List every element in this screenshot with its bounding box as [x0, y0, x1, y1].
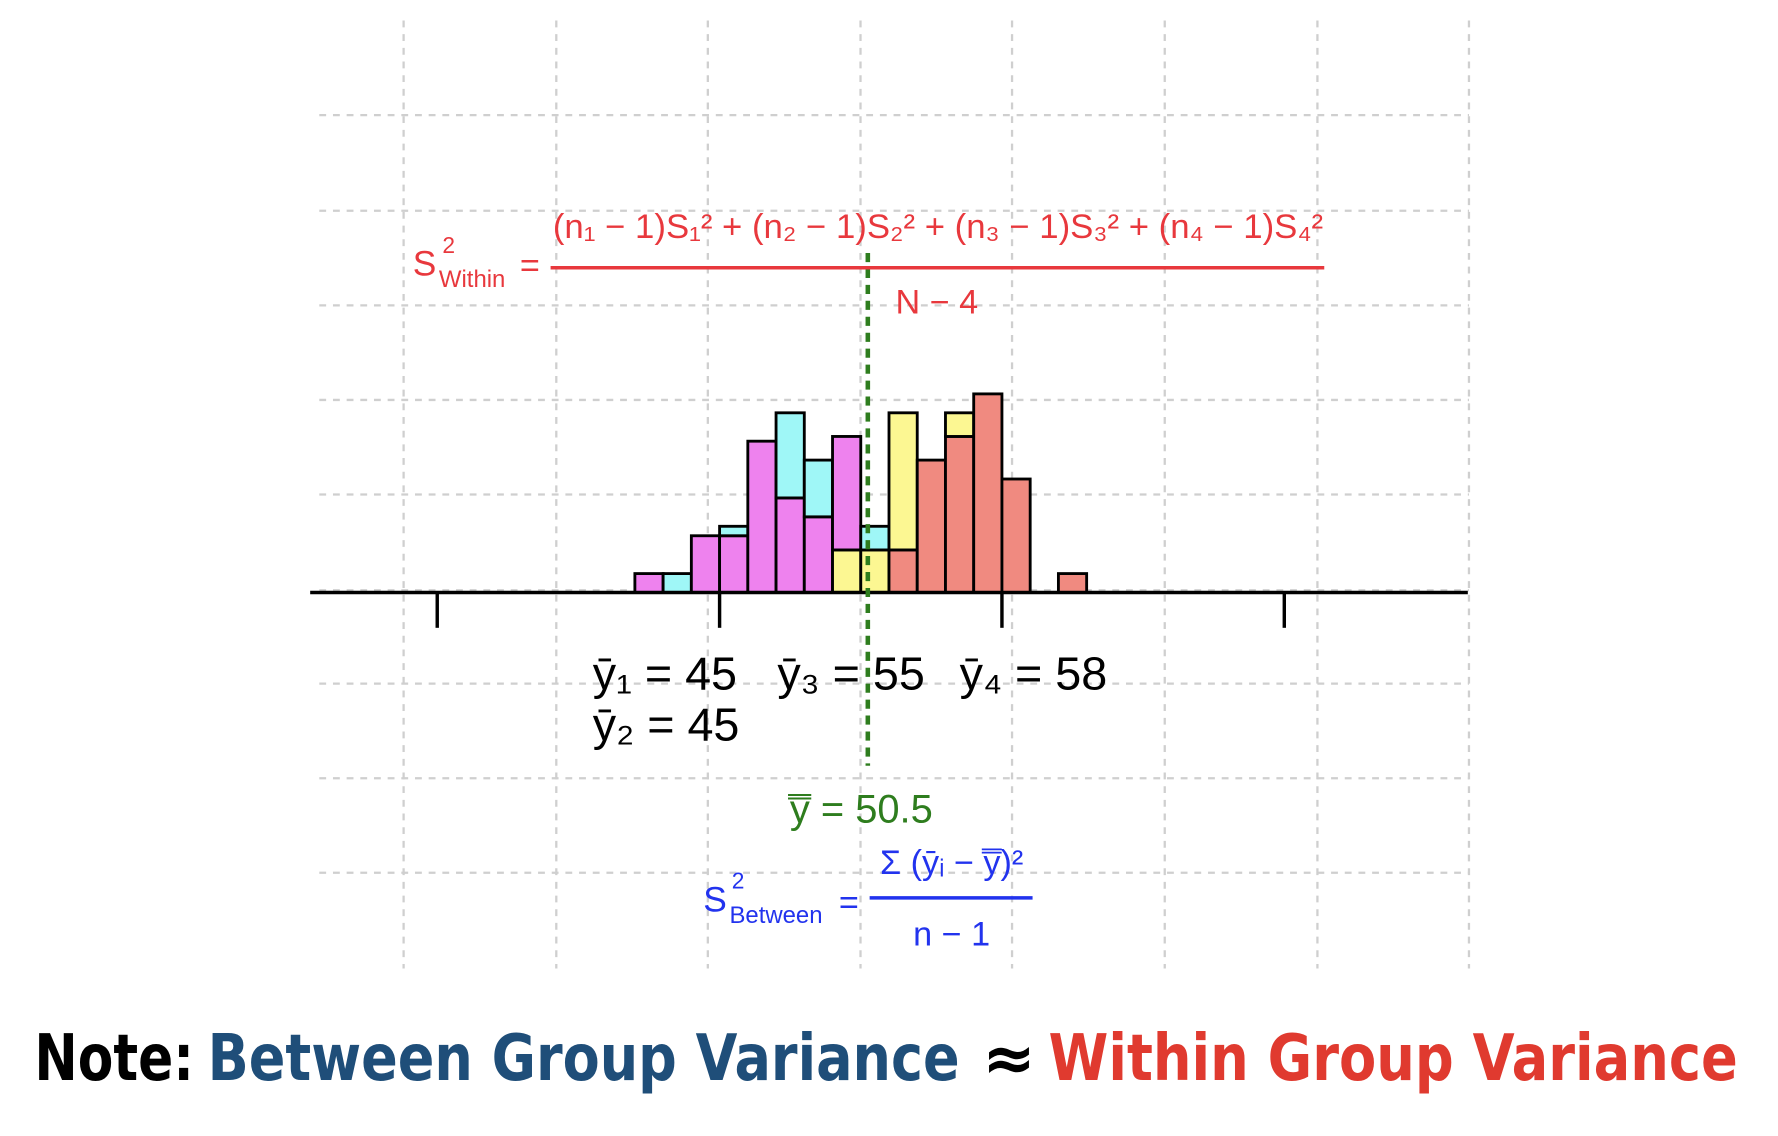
bar: [633, 572, 665, 594]
formula-equals: =: [839, 884, 859, 922]
formula-numerator: Σ (ȳᵢ − y̿)²: [880, 844, 1023, 882]
formula-symbol: S: [413, 245, 437, 284]
formula-sup: 2: [732, 868, 745, 894]
bar: [718, 534, 750, 594]
group-mean: ȳ₁ = 45: [593, 647, 737, 699]
bar: [972, 392, 1004, 594]
note-relation: ≈: [982, 1022, 1035, 1096]
formula-sub: Within: [439, 266, 505, 293]
formula-sup: 2: [442, 232, 455, 258]
grand-mean-label: y̿ = 50.5: [788, 788, 933, 832]
group-mean: ȳ₂ = 45: [593, 699, 740, 751]
bar: [887, 548, 919, 594]
axis: [310, 252, 1468, 766]
note-label: Note:: [34, 1022, 194, 1096]
histogram: [633, 392, 1089, 594]
note-between: Between Group Variance: [208, 1022, 960, 1096]
bar: [831, 435, 863, 552]
bar: [887, 411, 919, 552]
formula-numerator: (n₁ − 1)S₁² + (n₂ − 1)S₂² + (n₃ − 1)S₃² …: [553, 208, 1323, 246]
bar: [1000, 477, 1032, 594]
formula-equals: =: [520, 247, 540, 285]
bar: [859, 548, 891, 594]
formula-denominator: N − 4: [896, 283, 979, 321]
bar: [831, 548, 863, 594]
bar: [944, 411, 976, 438]
group-mean: ȳ₃ = 55: [777, 647, 925, 699]
bar: [718, 524, 750, 538]
formula-sub: Between: [729, 902, 822, 929]
bar: [774, 496, 806, 594]
bar: [746, 439, 778, 594]
bar: [859, 524, 891, 552]
bar: [774, 411, 806, 500]
bar: [661, 572, 693, 594]
bar: [944, 435, 976, 594]
bar: [802, 458, 834, 519]
bar: [802, 515, 834, 594]
bar: [1056, 572, 1089, 594]
group-mean: ȳ₄ = 58: [960, 647, 1108, 699]
formula-denominator: n − 1: [913, 916, 990, 954]
formula-symbol: S: [703, 881, 727, 920]
note-within: Within Group Variance: [1049, 1022, 1738, 1096]
bar: [689, 534, 722, 594]
bar: [915, 458, 947, 594]
